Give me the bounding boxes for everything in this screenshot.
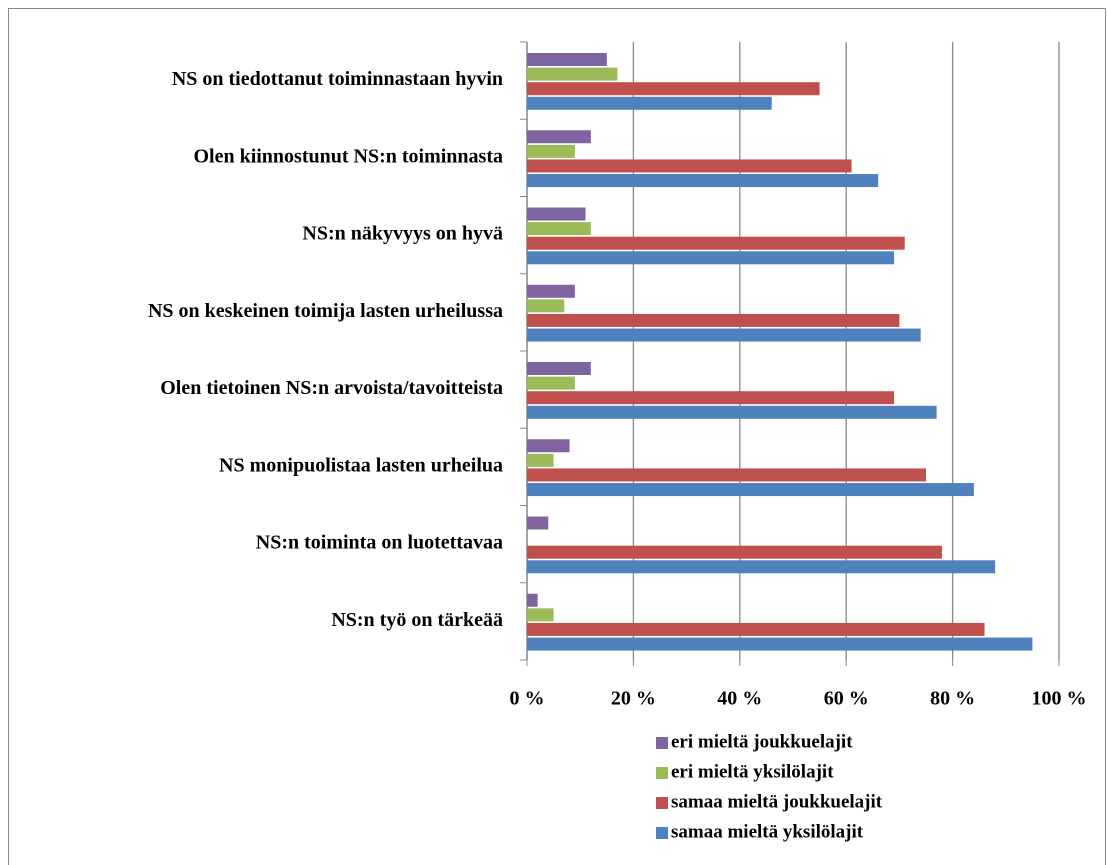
y-tick-label: NS:n toiminta on luotettavaa (256, 532, 503, 554)
bar (527, 560, 996, 574)
bar (527, 405, 937, 419)
bar (527, 593, 538, 607)
bar (527, 82, 820, 96)
x-tick-label: 80 % (930, 688, 975, 710)
bar (527, 468, 926, 482)
bar (527, 453, 554, 467)
bar (527, 516, 549, 530)
legend-swatch (656, 797, 668, 809)
legend-label: eri mieltä yksilölajit (671, 761, 834, 782)
bar (527, 222, 591, 236)
bar (527, 622, 985, 636)
y-tick-label: NS monipuolistaa lasten urheilua (219, 454, 503, 476)
bar (527, 362, 591, 375)
bar (527, 284, 575, 298)
x-tick-label: 40 % (717, 688, 762, 710)
bar (527, 545, 942, 559)
y-tick-label: NS:n työ on tärkeää (331, 609, 503, 631)
bar (527, 251, 895, 265)
bar (527, 236, 905, 250)
x-tick-label: 0 % (510, 688, 545, 710)
y-tick-label: Olen kiinnostunut NS:n toiminnasta (193, 145, 503, 167)
bar (527, 439, 570, 453)
legend-swatch (656, 767, 668, 779)
bar (527, 313, 900, 327)
y-tick-label: Olen tietoinen NS:n arvoista/tavoitteist… (160, 377, 503, 399)
bar (527, 144, 575, 158)
bar (527, 483, 974, 497)
bar (527, 207, 586, 221)
bar (527, 608, 554, 622)
x-tick-label: 60 % (824, 688, 869, 710)
bar (527, 67, 618, 81)
bar (527, 130, 591, 144)
y-tick-label: NS on keskeinen toimija lasten urheiluss… (148, 300, 503, 322)
bar (527, 174, 879, 188)
bar (527, 376, 575, 390)
bar (527, 53, 607, 66)
legend-label: eri mieltä joukkuelajit (671, 731, 853, 752)
x-tick-label: 20 % (611, 688, 656, 710)
legend-label: samaa mieltä yksilölajit (671, 821, 864, 842)
legend-swatch (656, 827, 668, 839)
x-tick-label: 100 % (1032, 688, 1087, 710)
legend-swatch (656, 737, 668, 749)
legend-label: samaa mieltä joukkuelajit (671, 791, 883, 812)
y-tick-label: NS:n näkyvyys on hyvä (302, 223, 503, 245)
y-tick-label: NS on tiedottanut toiminnastaan hyvin (172, 68, 503, 90)
bar (527, 328, 921, 342)
bar (527, 391, 895, 405)
bar (527, 159, 852, 173)
bar (527, 299, 565, 313)
bar (527, 96, 772, 110)
bar (527, 637, 1033, 651)
